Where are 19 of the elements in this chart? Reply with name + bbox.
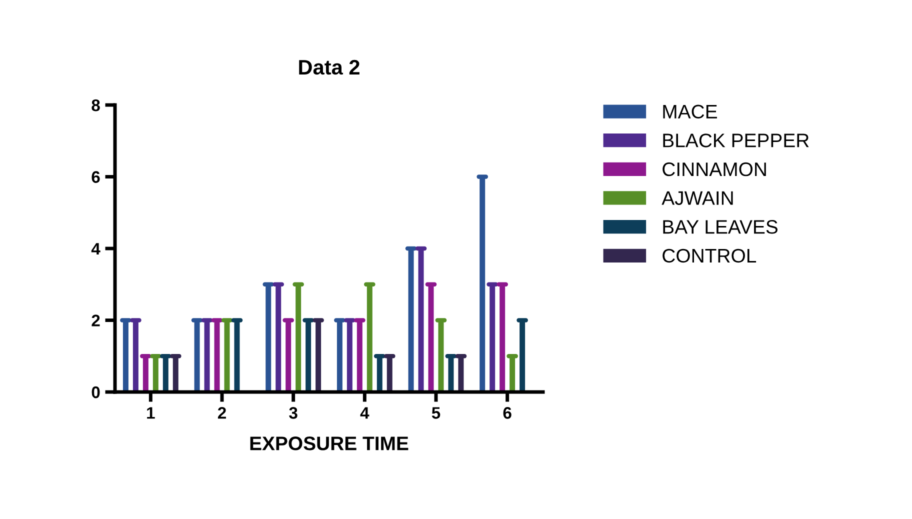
legend-label: CONTROL xyxy=(662,248,756,263)
chart-title: Data 2 xyxy=(299,60,360,75)
x-tick-label: 1 xyxy=(147,407,155,419)
legend-label: CINNAMON xyxy=(662,162,766,176)
x-tick-label: 6 xyxy=(503,407,512,419)
legend-label: BLACK PEPPER xyxy=(663,134,809,148)
x-tick-label: 2 xyxy=(218,407,226,419)
legend-label: BAY LEAVES xyxy=(663,220,778,234)
x-tick-label: 4 xyxy=(360,407,370,419)
y-tick-label: 4 xyxy=(91,243,100,255)
y-tick-label: 8 xyxy=(92,99,100,112)
x-tick-label: 5 xyxy=(432,407,440,419)
legend-label: AJWAIN xyxy=(662,191,733,205)
x-axis-title: EXPOSURE TIME xyxy=(250,436,408,450)
y-tick-label: 6 xyxy=(92,171,100,183)
x-tick-label: 3 xyxy=(289,407,298,419)
legend-label: MACE xyxy=(663,104,717,119)
y-tick-label: 0 xyxy=(92,386,100,398)
y-tick-label: 2 xyxy=(92,314,100,326)
